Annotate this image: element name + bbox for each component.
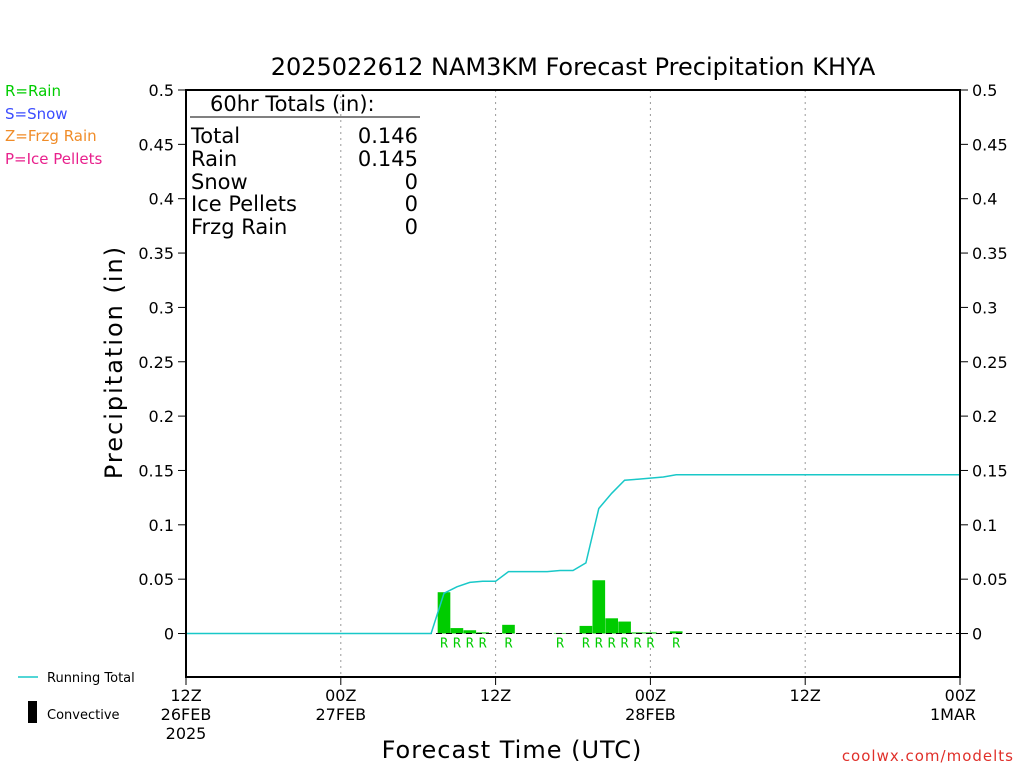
precip-bar: [592, 580, 606, 634]
precip-bar: [579, 625, 593, 634]
y-tick-label-right: 0.1: [972, 516, 997, 535]
x-tick-label: 00Z 27FEB: [315, 686, 366, 724]
precip-bar: [450, 628, 464, 634]
totals-total-label: Total: [190, 124, 240, 148]
totals-header: 60hr Totals (in):: [210, 92, 375, 116]
precip-bar: [502, 624, 515, 634]
precip-bar: [463, 630, 477, 634]
y-tick-label-left: 0.1: [149, 516, 174, 535]
convective-key-swatch: [28, 701, 37, 723]
x-axis-label: Forecast Time (UTC): [382, 736, 643, 764]
x-axis-ticks: 12Z 26FEB 2025 00Z 27FEB 12Z 00Z 28FEB 12Z 00Z 1MA…: [161, 677, 976, 743]
y-axis-ticks: 0.5 0.5 0.45 0.45 0.4 0.4 0.35 0.35 0.3 0.3 0.25 0.…: [138, 81, 1007, 644]
ptype-label: R: [556, 637, 564, 652]
running-total-key-label: Running Total: [47, 671, 135, 686]
x-tick-label: 00Z 28FEB: [625, 686, 676, 724]
ptype-label: R: [608, 637, 616, 652]
y-tick-label-left: 0.25: [138, 353, 174, 372]
precip-bar: [437, 592, 451, 634]
precip-bar: [605, 618, 619, 634]
ptype-label: R: [621, 637, 629, 652]
x-tick-label: 12Z: [480, 686, 511, 705]
y-tick-label-left: 0.4: [149, 190, 174, 209]
y-tick-label-right: 0.25: [972, 353, 1008, 372]
credit-text: coolwx.com/modelts: [842, 747, 1014, 765]
y-tick-label-right: 0.15: [972, 461, 1008, 480]
ptype-label: R: [646, 637, 654, 652]
precip-bar: [631, 632, 644, 634]
x-tick-label: 12Z: [790, 686, 821, 705]
precip-bar: [476, 632, 490, 634]
grid-lines: [340, 90, 806, 677]
y-tick-label-right: 0.35: [972, 244, 1008, 263]
legend-ice-pellets: P=Ice Pellets: [5, 150, 102, 168]
precip-bar: [669, 631, 683, 634]
y-tick-label-right: 0.05: [972, 570, 1008, 589]
ptype-label: R: [634, 637, 642, 652]
y-tick-label-right: 0.2: [972, 407, 997, 426]
y-tick-label-left: 0: [164, 625, 174, 644]
ptype-label: R: [479, 637, 487, 652]
totals-ice-value: 0: [405, 192, 418, 216]
totals-snow-value: 0: [405, 170, 418, 194]
ptype-label: R: [440, 637, 448, 652]
totals-rain-value: 0.145: [358, 147, 418, 171]
ptype-label: R: [672, 637, 680, 652]
y-tick-label-left: 0.3: [149, 298, 174, 317]
plot-frame: [185, 89, 961, 678]
y-tick-label-left: 0.05: [138, 570, 174, 589]
y-tick-label-left: 0.5: [149, 81, 174, 100]
precip-bar: [644, 632, 657, 634]
ptype-label: R: [453, 637, 461, 652]
y-tick-label-right: 0.3: [972, 298, 997, 317]
totals-frzg-label: Frzg Rain: [191, 215, 287, 239]
totals-total-value: 0.146: [358, 124, 418, 148]
y-tick-label-right: 0.45: [972, 135, 1008, 154]
x-tick-label: 00Z 1MAR: [930, 686, 976, 724]
y-tick-label-left: 0.15: [138, 461, 174, 480]
y-tick-label-left: 0.2: [149, 407, 174, 426]
precip-bars: [437, 580, 683, 634]
totals-rain-label: Rain: [191, 147, 237, 171]
x-tick-label: 12Z 26FEB 2025: [161, 686, 212, 743]
y-axis-label: Precipitation (in): [100, 245, 128, 479]
y-tick-label-left: 0.45: [138, 135, 174, 154]
convective-key-label: Convective: [47, 708, 120, 723]
totals-frzg-value: 0: [405, 215, 418, 239]
y-tick-label-right: 0.4: [972, 190, 997, 209]
totals-ice-label: Ice Pellets: [191, 192, 297, 216]
ptype-label: R: [582, 637, 590, 652]
ptype-label: R: [466, 637, 474, 652]
y-tick-label-left: 0.35: [138, 244, 174, 263]
chart-title: 2025022612 NAM3KM Forecast Precipitation…: [271, 53, 876, 81]
ptype-label: R: [595, 637, 603, 652]
y-tick-label-right: 0.5: [972, 81, 997, 100]
ptype-label: R: [505, 637, 513, 652]
precip-bar: [618, 621, 631, 634]
legend-rain: R=Rain: [5, 82, 61, 100]
legend-frzg-rain: Z=Frzg Rain: [5, 127, 97, 145]
y-tick-label-right: 0: [972, 625, 982, 644]
totals-snow-label: Snow: [191, 170, 248, 194]
running-total-line: [186, 474, 960, 635]
legend-snow: S=Snow: [5, 105, 68, 123]
